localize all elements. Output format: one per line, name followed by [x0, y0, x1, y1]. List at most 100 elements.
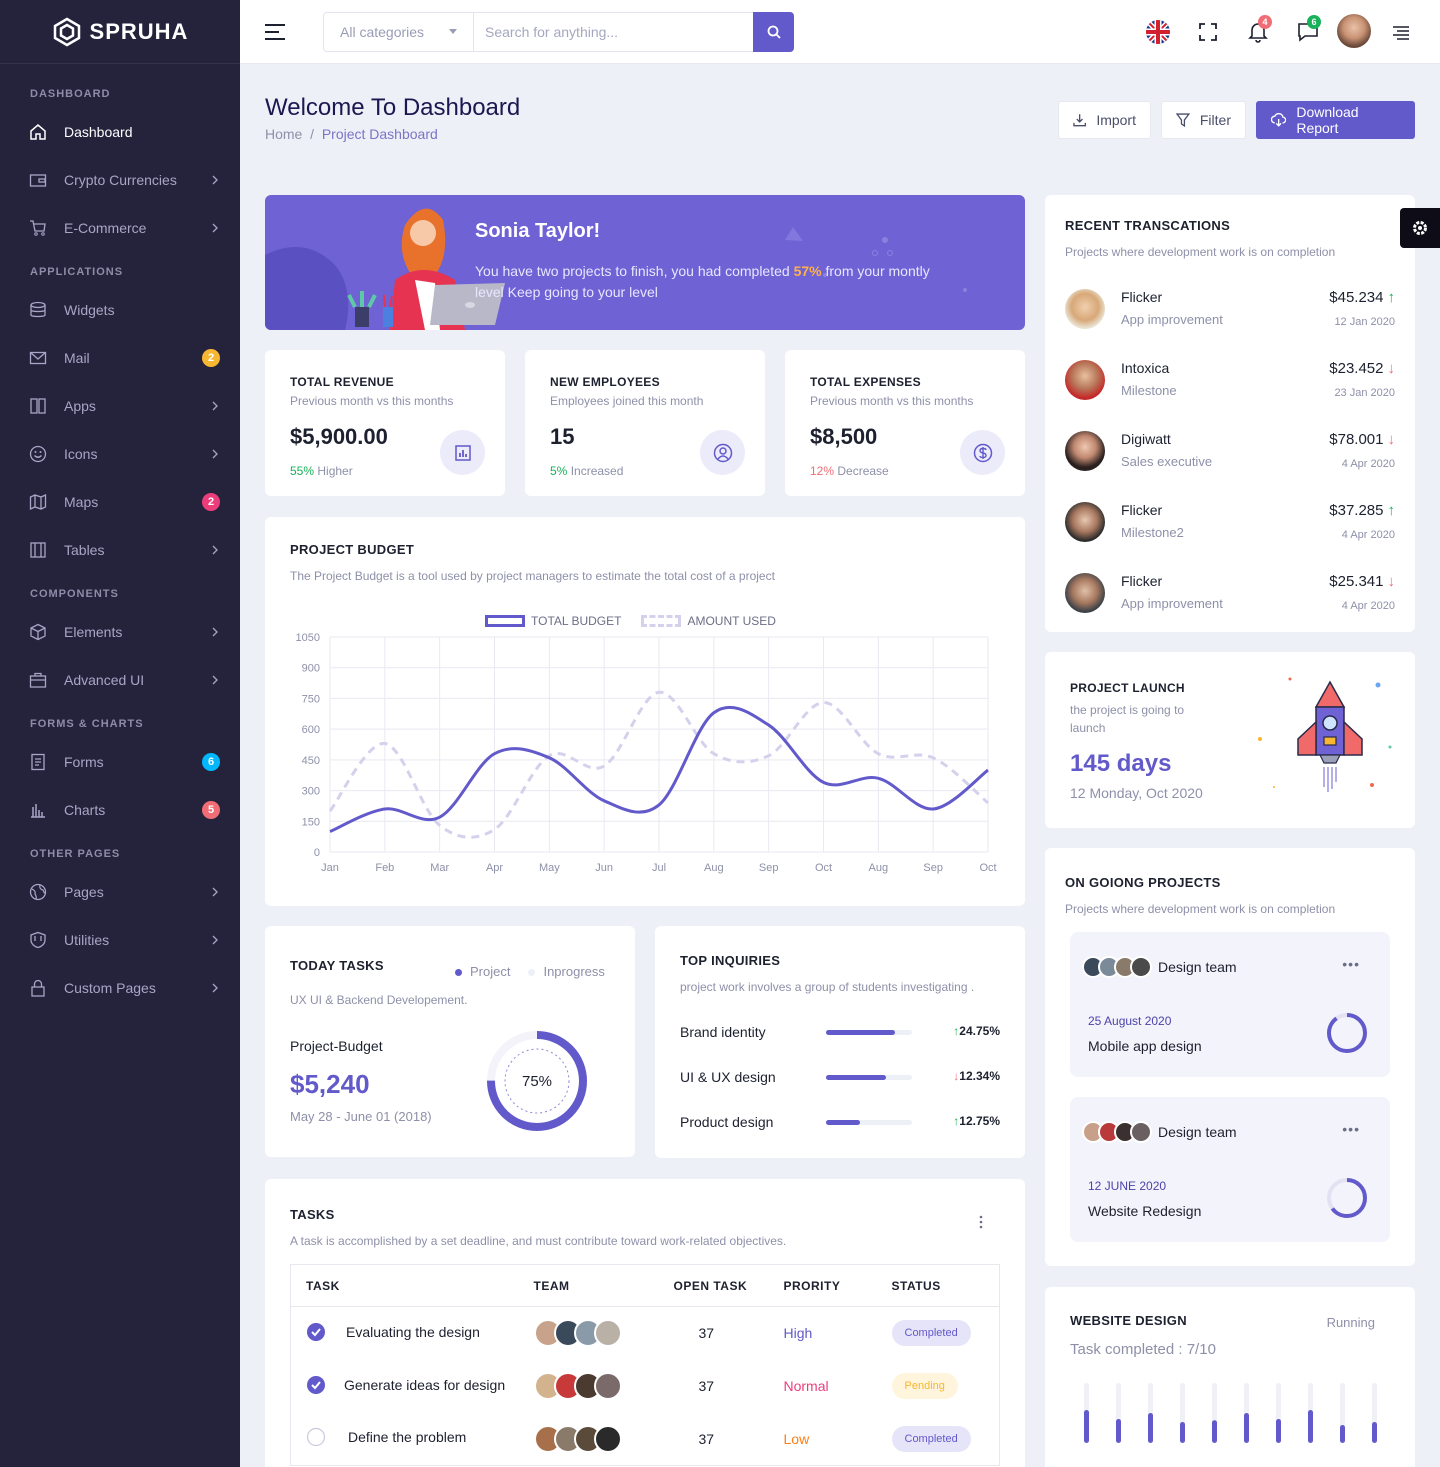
- more-horizontal-icon[interactable]: •••: [1342, 956, 1360, 972]
- transaction-row[interactable]: Flicker App improvement $45.234 ↑ 12 Jan 202…: [1065, 285, 1395, 337]
- sidebar-item-icons[interactable]: Icons: [0, 430, 240, 478]
- inquiry-label: UI & UX design: [680, 1069, 776, 1085]
- checkbox-checked-icon[interactable]: [306, 1375, 326, 1395]
- inquiry-row: Brand identity ↑24.75%: [680, 1024, 1000, 1044]
- transaction-row[interactable]: Digiwatt Sales executive $78.001 ↓ 4 Apr 202…: [1065, 427, 1395, 479]
- project-card[interactable]: Design team ••• 25 August 2020 Mobile ap…: [1070, 932, 1390, 1077]
- budget-label: Project-Budget: [290, 1038, 383, 1054]
- y-tick-label: 300: [302, 786, 320, 798]
- breadcrumb-home[interactable]: Home: [265, 126, 303, 142]
- status-badge: Pending: [891, 1373, 958, 1399]
- sidebar-item-widgets[interactable]: Widgets: [0, 286, 240, 334]
- filter-button[interactable]: Filter: [1161, 101, 1246, 139]
- sidebar-item-forms[interactable]: Forms 6: [0, 738, 240, 786]
- sidebar-item-maps[interactable]: Maps 2: [0, 478, 240, 526]
- legend-item-budget[interactable]: TOTAL BUDGET: [485, 614, 621, 628]
- chevron-right-icon: [212, 401, 218, 411]
- rocket-illustration: [1258, 677, 1392, 792]
- sidebar-item-ecommerce[interactable]: E-Commerce: [0, 204, 240, 252]
- sidebar-section-applications: APPLICATIONS: [30, 266, 124, 278]
- stat-value: 15: [550, 424, 575, 449]
- stat-title: TOTAL EXPENSES: [810, 375, 921, 389]
- column-header-open-task[interactable]: OPEN TASK: [658, 1264, 769, 1307]
- brand-logo[interactable]: SPRUHA: [0, 0, 240, 64]
- notifications-button[interactable]: 4: [1248, 15, 1272, 43]
- project-progress-ring: [1327, 1013, 1367, 1053]
- welcome-banner: Sonia Taylor! You have two projects to f…: [265, 195, 1025, 330]
- card-title: TASKS: [290, 1207, 335, 1222]
- checkbox-unchecked-icon[interactable]: [306, 1427, 326, 1447]
- more-horizontal-icon[interactable]: •••: [1342, 1121, 1360, 1137]
- website-design-card: WEBSITE DESIGN Running Task completed : …: [1045, 1287, 1415, 1467]
- bar-fill: [1116, 1419, 1121, 1443]
- open-task-count: 37: [698, 1325, 715, 1342]
- wallet-icon: [28, 170, 48, 190]
- user-avatar[interactable]: [1337, 14, 1371, 48]
- settings-toggle-button[interactable]: [1400, 208, 1440, 248]
- column-header-team[interactable]: TEAM: [518, 1264, 659, 1307]
- sidebar-item-dashboard[interactable]: Dashboard: [0, 108, 240, 156]
- card-title: TODAY TASKS: [290, 958, 384, 973]
- checkbox-checked-icon[interactable]: [306, 1322, 326, 1342]
- database-icon: [28, 300, 48, 320]
- transaction-row[interactable]: Flicker App improvement $25.341 ↓ 4 Apr 2020: [1065, 569, 1395, 621]
- sidebar-item-label: E-Commerce: [64, 220, 147, 236]
- maps-count-badge: 2: [202, 493, 220, 511]
- column-header-task[interactable]: TASK: [290, 1264, 519, 1307]
- sidebar-item-crypto[interactable]: Crypto Currencies: [0, 156, 240, 204]
- column-header-priority[interactable]: PRORITY: [768, 1264, 877, 1307]
- sidebar-item-advanced-ui[interactable]: Advanced UI: [0, 656, 240, 704]
- sidebar-item-mail[interactable]: Mail 2: [0, 334, 240, 382]
- stat-percent: 5%: [550, 464, 568, 478]
- stat-percent: 12%: [810, 464, 835, 478]
- sidebar-item-elements[interactable]: Elements: [0, 608, 240, 656]
- chevron-right-icon: [212, 935, 218, 945]
- import-button[interactable]: Import: [1058, 101, 1151, 139]
- sidebar-item-pages[interactable]: Pages: [0, 868, 240, 916]
- download-report-button[interactable]: Download Report: [1256, 101, 1415, 139]
- right-menu-icon[interactable]: [1392, 26, 1410, 40]
- import-label: Import: [1096, 112, 1136, 128]
- sidebar-item-label: Mail: [64, 350, 90, 366]
- task-name: Evaluating the design: [346, 1323, 480, 1340]
- launch-days: 145 days: [1070, 750, 1172, 777]
- budget-dates: May 28 - June 01 (2018): [290, 1109, 432, 1124]
- search-button[interactable]: [753, 12, 794, 52]
- project-card[interactable]: Design team ••• 12 JUNE 2020 Website Red…: [1070, 1097, 1390, 1242]
- sidebar-section-forms-charts: FORMS & CHARTS: [30, 718, 144, 730]
- sidebar-item-custom-pages[interactable]: Custom Pages: [0, 964, 240, 1012]
- sidebar-item-charts[interactable]: Charts 5: [0, 786, 240, 834]
- messages-button[interactable]: 6: [1297, 15, 1321, 43]
- transaction-amount: $37.285 ↑: [1329, 502, 1395, 519]
- project-name: Mobile app design: [1088, 1038, 1202, 1054]
- gear-icon: [1413, 221, 1427, 235]
- priority-label: Low: [783, 1430, 810, 1447]
- column-header-status[interactable]: STATUS: [876, 1264, 1000, 1307]
- banner-message: You have two projects to finish, you had…: [475, 261, 955, 303]
- card-title: TOP INQUIRIES: [680, 953, 781, 968]
- legend-item-used[interactable]: AMOUNT USED: [641, 614, 776, 628]
- task-name: Define the problem: [348, 1429, 467, 1446]
- transaction-amount-value: $78.001: [1329, 431, 1384, 448]
- fullscreen-button[interactable]: [1198, 22, 1218, 42]
- category-select[interactable]: All categories: [323, 12, 474, 52]
- sidebar-item-label: Crypto Currencies: [64, 172, 177, 188]
- hamburger-menu-icon[interactable]: [264, 22, 286, 42]
- sidebar-item-tables[interactable]: Tables: [0, 526, 240, 574]
- search-input[interactable]: Search for anything...: [473, 12, 754, 52]
- sidebar-item-apps[interactable]: Apps: [0, 382, 240, 430]
- transaction-row[interactable]: Intoxica Milestone $23.452 ↓ 23 Jan 2020: [1065, 356, 1395, 408]
- transaction-row[interactable]: Flicker Milestone2 $37.285 ↑ 4 Apr 2020: [1065, 498, 1395, 550]
- sidebar-item-label: Icons: [64, 446, 98, 462]
- inquiry-percent-value: 12.75%: [959, 1114, 1000, 1128]
- sidebar-item-utilities[interactable]: Utilities: [0, 916, 240, 964]
- cloud-download-icon: [1271, 113, 1287, 127]
- priority-label: High: [783, 1325, 813, 1342]
- sidebar-menu: DASHBOARD Dashboard Crypto Currencies E-…: [0, 64, 240, 1012]
- breadcrumb: Home / Project Dashboard: [265, 126, 438, 142]
- more-vertical-icon[interactable]: [979, 1215, 983, 1229]
- inquiry-bar: [826, 1120, 912, 1125]
- shield-icon: [28, 930, 48, 950]
- language-flag-button[interactable]: [1145, 19, 1171, 45]
- bar-fill: [1084, 1410, 1089, 1443]
